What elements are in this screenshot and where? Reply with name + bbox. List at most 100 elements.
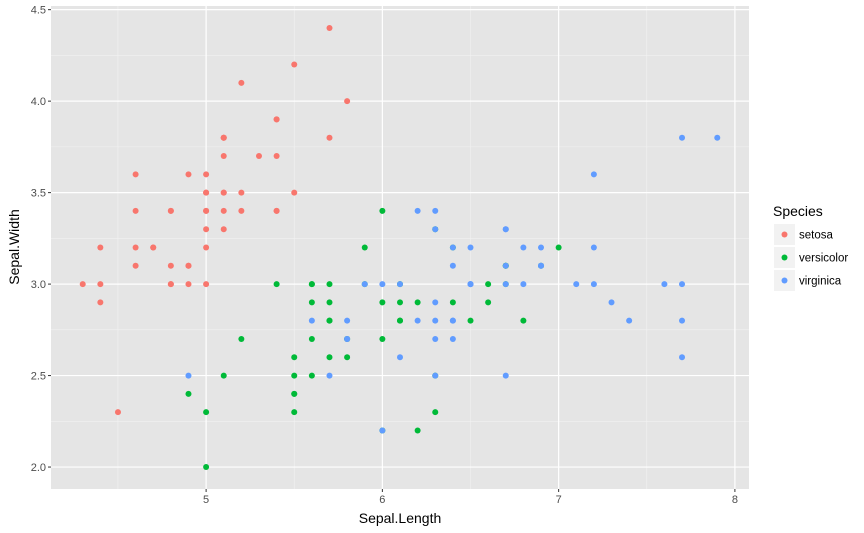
data-point-setosa	[203, 207, 210, 214]
data-point-virginica	[432, 207, 439, 214]
data-point-virginica	[467, 244, 474, 251]
data-point-virginica	[185, 372, 192, 379]
legend-marker-setosa	[781, 231, 788, 238]
data-point-setosa	[203, 244, 210, 251]
data-point-versicolor	[467, 317, 474, 324]
data-point-versicolor	[203, 464, 210, 471]
data-point-virginica	[679, 134, 686, 141]
data-point-setosa	[220, 153, 227, 160]
data-point-setosa	[291, 61, 298, 68]
data-point-versicolor	[414, 427, 421, 434]
data-point-versicolor	[308, 335, 315, 342]
data-point-virginica	[502, 226, 509, 233]
legend-label-versicolor: versicolor	[799, 253, 848, 265]
data-point-versicolor	[308, 372, 315, 379]
data-point-setosa	[326, 24, 333, 31]
plot-panel	[51, 6, 749, 489]
data-point-versicolor	[449, 299, 456, 306]
data-point-virginica	[502, 262, 509, 269]
data-point-virginica	[467, 281, 474, 288]
data-point-virginica	[449, 335, 456, 342]
data-point-virginica	[538, 244, 545, 251]
data-point-virginica	[714, 134, 721, 141]
data-point-versicolor	[397, 317, 403, 324]
data-point-virginica	[361, 281, 368, 288]
data-point-versicolor	[291, 354, 298, 361]
data-point-versicolor	[326, 317, 333, 324]
data-point-setosa	[132, 244, 139, 251]
y-tick-label: 3.5	[31, 188, 46, 200]
data-point-virginica	[344, 335, 351, 342]
data-point-virginica	[414, 317, 421, 324]
data-point-virginica	[414, 207, 421, 214]
data-point-setosa	[203, 171, 210, 178]
data-point-setosa	[114, 409, 121, 416]
data-point-setosa	[273, 116, 280, 123]
data-point-virginica	[432, 317, 439, 324]
data-point-virginica	[449, 244, 456, 251]
data-point-virginica	[538, 262, 545, 269]
data-point-virginica	[344, 317, 351, 324]
y-tick-label: 4.5	[31, 5, 46, 17]
data-point-versicolor	[291, 390, 298, 397]
x-tick-label: 6	[379, 494, 385, 506]
x-tick-label: 8	[732, 494, 738, 506]
x-axis-label: Sepal.Length	[359, 510, 442, 526]
data-point-setosa	[326, 134, 333, 141]
data-point-setosa	[238, 189, 245, 196]
data-point-versicolor	[291, 409, 298, 416]
data-point-virginica	[573, 281, 580, 288]
y-tick-label: 2.5	[31, 371, 46, 383]
data-point-virginica	[449, 262, 456, 269]
data-point-setosa	[167, 281, 174, 288]
legend: Species setosa versicolor virginica	[773, 203, 848, 291]
data-point-virginica	[308, 317, 315, 324]
data-point-setosa	[132, 207, 139, 214]
x-tick-label: 5	[203, 494, 209, 506]
data-point-setosa	[97, 281, 104, 288]
data-point-versicolor	[379, 207, 386, 214]
data-point-versicolor	[326, 281, 333, 288]
data-point-versicolor	[326, 354, 333, 361]
data-point-setosa	[203, 226, 210, 233]
data-point-virginica	[379, 281, 386, 288]
data-point-versicolor	[273, 281, 280, 288]
data-point-versicolor	[344, 354, 351, 361]
data-point-versicolor	[185, 390, 192, 397]
data-point-virginica	[449, 317, 456, 324]
legend-label-setosa: setosa	[799, 230, 833, 242]
data-point-virginica	[520, 281, 527, 288]
data-point-setosa	[220, 134, 227, 141]
data-point-virginica	[520, 244, 527, 251]
data-point-virginica	[626, 317, 633, 324]
data-point-setosa	[220, 207, 227, 214]
data-point-setosa	[238, 207, 245, 214]
data-point-virginica	[502, 372, 509, 379]
y-tick-label: 4.0	[31, 96, 46, 108]
data-point-setosa	[344, 98, 351, 105]
data-point-virginica	[608, 299, 615, 306]
points	[79, 24, 721, 471]
data-point-virginica	[590, 244, 597, 251]
data-point-versicolor	[485, 299, 492, 306]
data-point-versicolor	[326, 299, 333, 306]
data-point-virginica	[590, 171, 597, 178]
data-point-virginica	[397, 354, 403, 361]
data-point-setosa	[132, 171, 139, 178]
data-point-virginica	[432, 226, 439, 233]
data-point-setosa	[203, 281, 210, 288]
data-point-setosa	[97, 299, 104, 306]
data-point-setosa	[185, 262, 192, 269]
data-point-setosa	[220, 189, 227, 196]
x-tick-label: 7	[556, 494, 562, 506]
y-tick-label: 2.0	[31, 462, 46, 474]
data-point-setosa	[255, 153, 262, 160]
data-point-setosa	[185, 171, 192, 178]
y-axis-label: Sepal.Width	[6, 209, 22, 284]
data-point-versicolor	[361, 244, 368, 251]
data-point-versicolor	[397, 299, 403, 306]
data-point-virginica	[432, 372, 439, 379]
data-point-virginica	[397, 281, 403, 288]
data-point-setosa	[97, 244, 104, 251]
